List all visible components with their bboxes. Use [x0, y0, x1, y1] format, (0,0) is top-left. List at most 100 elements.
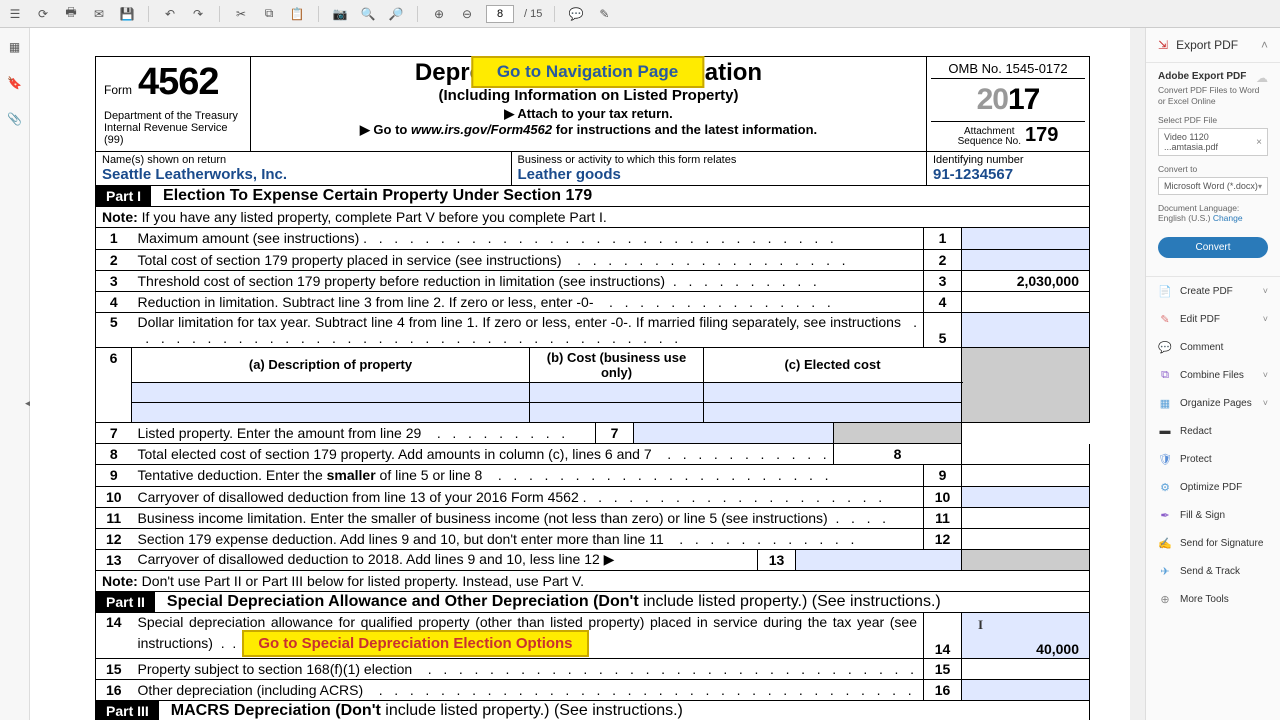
left-sidebar: ▦ 🔖 📎	[0, 28, 30, 720]
undo-icon[interactable]: ↶	[161, 5, 179, 23]
chevron-down-icon: ˅	[1263, 370, 1268, 380]
page-number-input[interactable]	[486, 5, 514, 23]
edit-pdf-tool[interactable]: ✎Edit PDF˅	[1146, 305, 1280, 333]
prop-row2-b[interactable]	[530, 402, 704, 422]
id-label: Identifying number	[933, 154, 1083, 166]
more-tools[interactable]: ⊕More Tools	[1146, 585, 1280, 613]
biz-value[interactable]: Leather goods	[518, 166, 921, 183]
cut-icon[interactable]: ✂	[232, 5, 250, 23]
line12-amount[interactable]	[962, 528, 1090, 549]
search-icon[interactable]: 🔍	[359, 5, 377, 23]
line16-amount[interactable]	[962, 680, 1090, 701]
line13-amount[interactable]	[796, 550, 962, 571]
change-language-link[interactable]: Change	[1213, 213, 1243, 223]
right-panel: ⇲ Export PDF ˄ Adobe Export PDF ☁ Conver…	[1145, 28, 1280, 720]
paste-icon[interactable]: 📋	[288, 5, 306, 23]
combine-files-tool[interactable]: ⧉Combine Files˅	[1146, 361, 1280, 389]
save-icon[interactable]: 💾	[118, 5, 136, 23]
prop-row1-a[interactable]	[132, 382, 530, 402]
lines-9-13: 9Tentative deduction. Enter the smaller …	[95, 465, 1090, 550]
organize-pages-tool[interactable]: ▦Organize Pages˅	[1146, 389, 1280, 417]
special-depreciation-button[interactable]: Go to Special Depreciation Election Opti…	[242, 630, 588, 657]
redact-tool[interactable]: ▬Redact	[1146, 417, 1280, 445]
edit-pdf-icon: ✎	[1158, 312, 1172, 326]
email-icon[interactable]: ✉	[90, 5, 108, 23]
goto-link: ▶ Go to www.irs.gov/Form4562 for instruc…	[259, 122, 918, 138]
nav-page-button[interactable]: Go to Navigation Page	[471, 56, 704, 88]
send-track-tool[interactable]: ✈Send & Track	[1146, 557, 1280, 585]
line2-amount[interactable]	[962, 249, 1090, 270]
line1-amount[interactable]	[962, 228, 1090, 249]
attachment-seq: AttachmentSequence No.179	[931, 122, 1085, 147]
prop-row2-a[interactable]	[132, 402, 530, 422]
convert-button[interactable]: Convert	[1158, 237, 1268, 258]
col-c-header: (c) Elected cost	[704, 348, 962, 383]
line5-amount[interactable]	[962, 312, 1090, 347]
binoculars-icon[interactable]: 🔎	[387, 5, 405, 23]
chevron-down-icon: ▾	[1258, 182, 1262, 191]
refresh-icon[interactable]: ⟳	[34, 5, 52, 23]
create-pdf-icon: 📄	[1158, 284, 1172, 298]
redo-icon[interactable]: ↷	[189, 5, 207, 23]
export-pdf-icon: ⇲	[1158, 38, 1168, 52]
chevron-down-icon: ˅	[1263, 314, 1268, 324]
part1-header: Part I Election To Expense Certain Prope…	[95, 186, 1090, 207]
convert-to-select[interactable]: Microsoft Word (*.docx)▾	[1158, 177, 1268, 195]
line9-amount[interactable]	[962, 465, 1090, 486]
thumbnails-icon[interactable]: ▦	[6, 38, 24, 56]
note-part2: Note: Don't use Part II or Part III belo…	[95, 571, 1090, 592]
chevron-up-icon: ˄	[1261, 38, 1268, 52]
page-up-icon[interactable]: ⊕	[430, 5, 448, 23]
part2-label: Part II	[96, 592, 155, 612]
chevron-down-icon: ˅	[1263, 398, 1268, 408]
biz-label: Business or activity to which this form …	[518, 154, 921, 166]
attachment-icon[interactable]: 📎	[6, 110, 24, 128]
prop-row2-c[interactable]	[704, 402, 962, 422]
copy-icon[interactable]: ⧉	[260, 5, 278, 23]
protect-tool[interactable]: 🛡Protect	[1146, 445, 1280, 473]
optimize-tool[interactable]: ⚙Optimize PDF	[1146, 473, 1280, 501]
sidebar-toggle-icon[interactable]: ☰	[6, 5, 24, 23]
name-value[interactable]: Seattle Leatherworks, Inc.	[102, 166, 505, 183]
sign-icon[interactable]: ✎	[595, 5, 613, 23]
line14-amount[interactable]: I40,000	[962, 613, 1090, 659]
part2-title: Special Depreciation Allowance and Other…	[155, 593, 941, 611]
part3-title: MACRS Depreciation (Don't include listed…	[159, 702, 683, 720]
comment-tool[interactable]: 💬Comment	[1146, 333, 1280, 361]
optimize-icon: ⚙	[1158, 480, 1172, 494]
cloud-icon: ☁	[1256, 71, 1268, 85]
line15-amount[interactable]	[962, 659, 1090, 680]
convert-to-label: Convert to	[1158, 164, 1268, 174]
line4-amount[interactable]	[962, 291, 1090, 312]
line10-amount[interactable]	[962, 486, 1090, 507]
page-total: / 15	[524, 8, 542, 20]
line8-amount[interactable]	[962, 444, 1090, 465]
prop-row1-b[interactable]	[530, 382, 704, 402]
line11-amount[interactable]	[962, 507, 1090, 528]
comment-icon[interactable]: 💬	[567, 5, 585, 23]
id-value[interactable]: 91-1234567	[933, 166, 1083, 183]
page-down-icon[interactable]: ⊖	[458, 5, 476, 23]
fill-sign-tool[interactable]: ✒Fill & Sign	[1146, 501, 1280, 529]
create-pdf-tool[interactable]: 📄Create PDF˅	[1146, 277, 1280, 305]
selected-file[interactable]: Video 1120 ...amtasia.pdf×	[1158, 128, 1268, 156]
camera-icon[interactable]: 📷	[331, 5, 349, 23]
line3-amount[interactable]: 2,030,000	[962, 270, 1090, 291]
clear-file-icon[interactable]: ×	[1256, 137, 1262, 148]
redact-icon: ▬	[1158, 424, 1172, 438]
export-pdf-header[interactable]: ⇲ Export PDF ˄	[1146, 28, 1280, 63]
prop-row1-c[interactable]	[704, 382, 962, 402]
print-icon[interactable]: 🖶	[62, 5, 80, 23]
line7-amount[interactable]	[634, 423, 834, 444]
lines-7-13: 7Listed property. Enter the amount from …	[95, 423, 1090, 466]
part3-label: Part III	[96, 701, 159, 720]
form-label: Form	[104, 83, 132, 97]
form-subtitle: (Including Information on Listed Propert…	[259, 87, 918, 104]
tools-list: 📄Create PDF˅ ✎Edit PDF˅ 💬Comment ⧉Combin…	[1146, 276, 1280, 613]
bookmark-icon[interactable]: 🔖	[6, 74, 24, 92]
fill-sign-icon: ✒	[1158, 508, 1172, 522]
dept-label: Department of the Treasury	[104, 110, 242, 122]
comment-tool-icon: 💬	[1158, 340, 1172, 354]
more-tools-icon: ⊕	[1158, 592, 1172, 606]
send-signature-tool[interactable]: ✍Send for Signature	[1146, 529, 1280, 557]
